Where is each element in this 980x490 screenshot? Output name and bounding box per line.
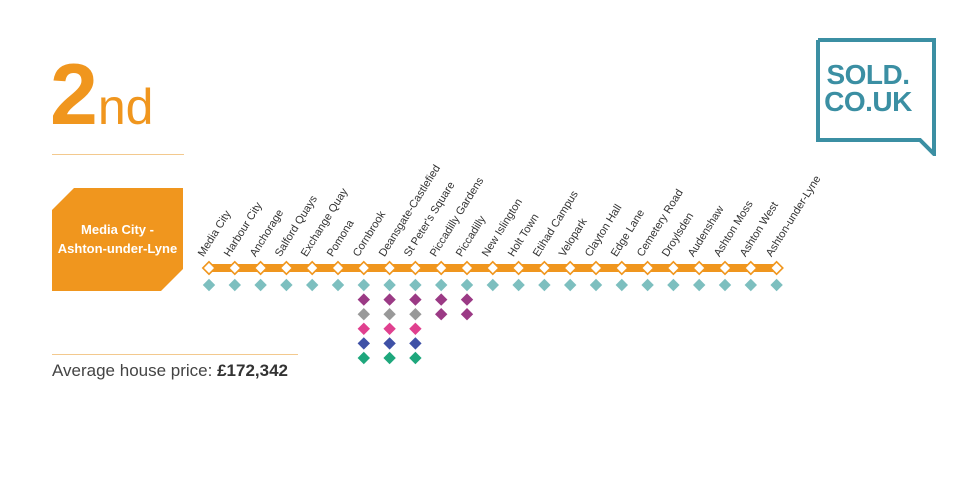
line-marker-pink [409, 322, 422, 335]
station-marker [408, 260, 423, 276]
line-marker-blue [383, 337, 396, 350]
station-marker [666, 260, 681, 276]
logo-line1: SOLD. [826, 59, 910, 90]
line-marker-teal [512, 278, 525, 292]
line-marker-teal [744, 278, 757, 292]
station-marker [640, 260, 655, 276]
line-marker-grey [409, 308, 422, 321]
line-marker-teal [383, 278, 396, 292]
rank-heading: 2nd [50, 52, 153, 138]
price-divider [52, 354, 298, 355]
line-marker-teal [564, 278, 577, 292]
line-marker-teal [280, 278, 293, 292]
line-marker-blue [357, 337, 370, 350]
line-marker-teal [589, 278, 603, 292]
average-price: Average house price: £172,342 [52, 361, 288, 381]
station-marker [356, 260, 372, 276]
station-marker [382, 260, 397, 276]
line-marker-teal [331, 278, 345, 292]
route-line1: Media City - [81, 221, 154, 237]
line-marker-blue [409, 337, 422, 350]
line-marker-purple [460, 293, 474, 306]
station-marker [769, 260, 784, 276]
line-marker-green [357, 351, 370, 365]
line-marker-purple [460, 308, 474, 321]
line-marker-teal [357, 278, 370, 292]
station-marker [227, 260, 243, 276]
rank-number: 2 [50, 47, 98, 143]
speech-bubble-icon [816, 38, 936, 156]
line-marker-teal [409, 278, 422, 292]
line-marker-teal [538, 278, 551, 292]
logo-line2: CO.UK [824, 85, 912, 117]
line-marker-teal [228, 278, 241, 292]
line-marker-teal [435, 278, 448, 292]
line-marker-teal [202, 278, 216, 292]
route-badge: Media City - Ashton-under-Lyne [52, 188, 183, 291]
average-price-value: £172,342 [217, 361, 288, 380]
line-marker-teal [693, 278, 706, 292]
station-marker [279, 260, 294, 276]
station-marker [511, 260, 526, 276]
line-marker-teal [615, 278, 628, 292]
station-marker [201, 260, 217, 276]
line-marker-teal [254, 278, 267, 292]
route-line2: Ashton-under-Lyne [57, 240, 178, 256]
line-marker-grey [383, 308, 396, 321]
station-marker [330, 260, 346, 276]
line-marker-pink [383, 322, 396, 335]
line-marker-pink [357, 322, 370, 335]
station-marker [614, 260, 630, 276]
station-marker [537, 260, 552, 276]
line-marker-green [409, 351, 422, 365]
average-price-label: Average house price: [52, 361, 213, 380]
station-marker [743, 260, 759, 276]
station-marker [562, 260, 578, 276]
line-marker-teal [641, 278, 654, 292]
line-marker-green [383, 351, 396, 365]
station-marker [588, 260, 604, 276]
line-marker-teal [667, 278, 680, 292]
line-marker-purple [435, 308, 448, 321]
line-marker-grey [357, 308, 370, 321]
line-marker-purple [435, 293, 448, 306]
line-marker-purple [357, 293, 370, 306]
line-marker-purple [409, 293, 422, 306]
station-marker [304, 260, 320, 276]
rank-suffix: nd [97, 79, 154, 135]
line-marker-teal [770, 278, 783, 292]
logo-text: SOLD. CO.UK [816, 59, 920, 117]
line-marker-teal [486, 278, 499, 292]
line-marker-teal [306, 278, 319, 292]
rank-divider [52, 154, 184, 155]
line-marker-teal [460, 278, 474, 292]
sold-logo: SOLD. CO.UK [816, 38, 936, 156]
station-marker [691, 260, 707, 276]
line-marker-teal [718, 278, 732, 292]
station-marker [433, 260, 449, 276]
line-marker-purple [383, 293, 396, 306]
station-marker [459, 260, 475, 276]
station-marker [253, 260, 268, 276]
station-marker [717, 260, 733, 276]
station-marker [485, 260, 501, 276]
